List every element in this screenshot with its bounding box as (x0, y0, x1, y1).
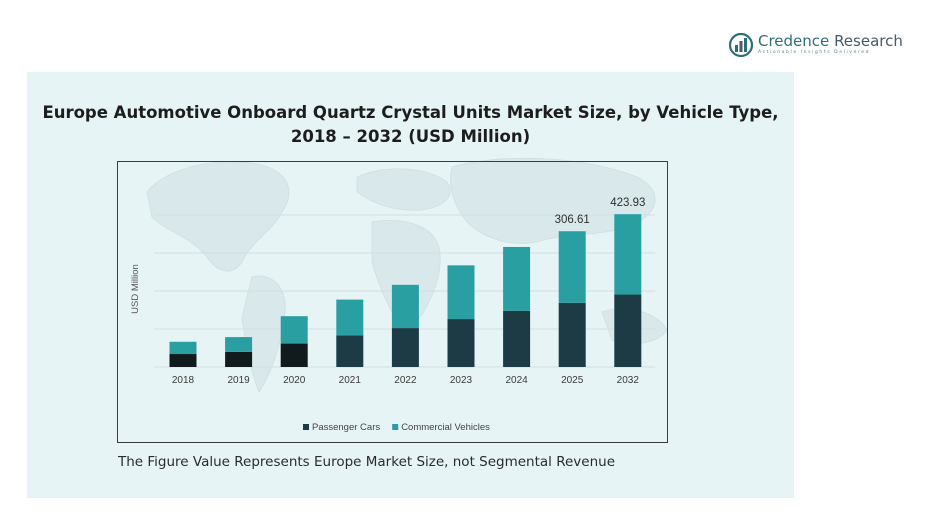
legend-swatch (303, 424, 309, 430)
data-label: 423.93 (610, 197, 645, 209)
data-label: 306.61 (555, 214, 590, 226)
bar-commercial-vehicles-2021 (336, 299, 364, 336)
x-tick-label: 2018 (172, 375, 195, 386)
bar-commercial-vehicles-2020 (280, 316, 308, 344)
x-tick-label: 2023 (450, 375, 473, 386)
bar-passenger-cars-2024 (503, 310, 531, 367)
bar-passenger-cars-2019 (225, 351, 253, 367)
footnote: The Figure Value Represents Europe Marke… (118, 454, 616, 470)
bar-passenger-cars-2021 (336, 335, 364, 367)
chart-panel: Europe Automotive Onboard Quartz Crystal… (27, 72, 794, 498)
bar-commercial-vehicles-2024 (503, 246, 531, 311)
chart-title: Europe Automotive Onboard Quartz Crystal… (42, 103, 779, 146)
x-tick-label: 2020 (283, 375, 306, 386)
bar-commercial-vehicles-2019 (225, 337, 253, 352)
bar-commercial-vehicles-2032 (614, 214, 642, 295)
x-tick-label: 2025 (561, 375, 584, 386)
brand-tagline: Actionable Insights Delivered (758, 50, 871, 56)
bar-commercial-vehicles-2025 (558, 231, 586, 303)
bar-commercial-vehicles-2023 (447, 265, 475, 320)
bar-passenger-cars-2025 (558, 302, 586, 367)
brand-name-part2: Research (834, 32, 903, 51)
y-axis-label: USD Million (130, 264, 141, 314)
x-tick-label: 2019 (227, 375, 250, 386)
bar-commercial-vehicles-2018 (169, 341, 197, 355)
x-tick-label: 2024 (505, 375, 528, 386)
bar-commercial-vehicles-2022 (391, 284, 419, 329)
x-tick-label: 2022 (394, 375, 417, 386)
legend-label: Passenger Cars (312, 422, 380, 433)
brand-name-part1: Credence (758, 32, 830, 51)
bar-passenger-cars-2022 (391, 328, 419, 367)
bar-chart: 2018 2019 2020 2021 2022 2023 2024 2025 306.61 20… (130, 197, 655, 433)
brand-name: Credence Research (758, 34, 903, 49)
plot-frame (117, 161, 668, 443)
x-tick-label: 2021 (339, 375, 362, 386)
bar-passenger-cars-2020 (280, 343, 308, 367)
world-map-watermark (146, 157, 668, 393)
legend-label: Commercial Vehicles (401, 422, 490, 433)
bar-passenger-cars-2023 (447, 319, 475, 367)
x-tick-label: 2032 (617, 375, 640, 386)
brand-logo: Credence Research Actionable Insights De… (729, 33, 903, 57)
credence-logo-icon (729, 33, 753, 57)
bar-passenger-cars-2032 (614, 294, 642, 367)
bar-passenger-cars-2018 (169, 354, 197, 367)
legend-swatch (392, 424, 399, 430)
